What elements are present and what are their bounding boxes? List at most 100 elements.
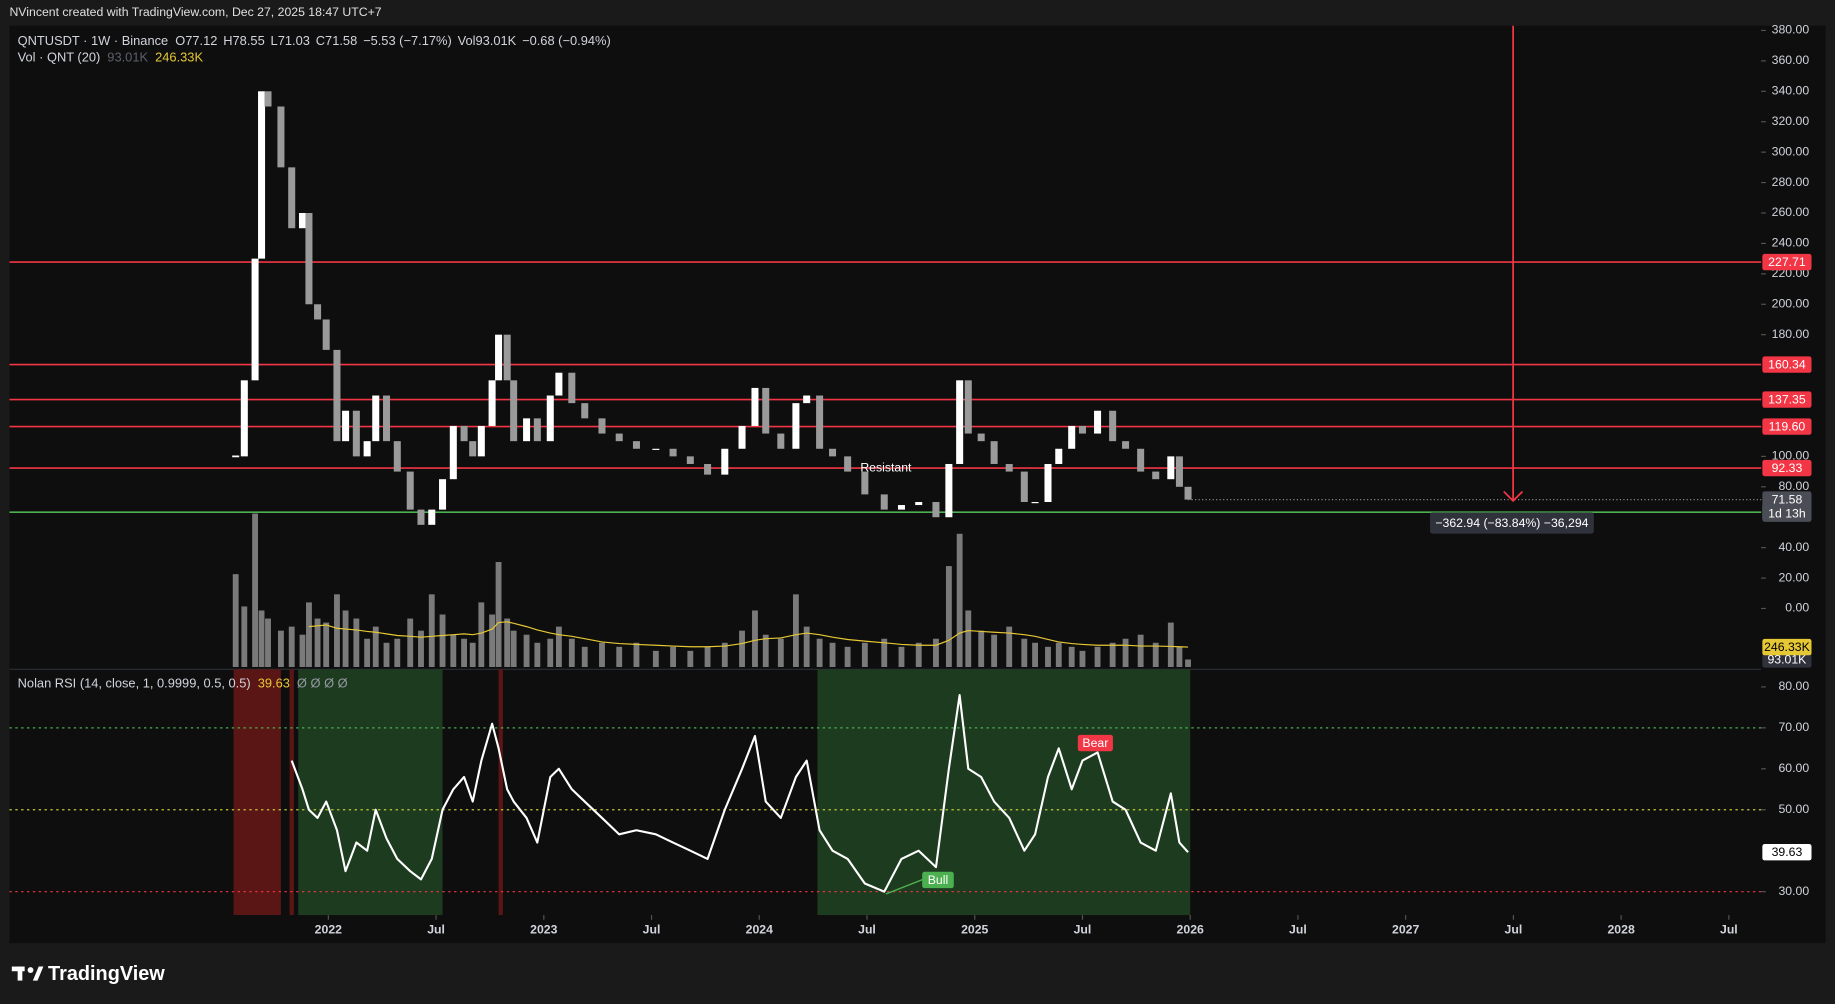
candle (555, 372, 563, 396)
candle (1068, 425, 1076, 449)
volume-bar (1152, 642, 1159, 667)
volume-bar (439, 614, 446, 667)
signal-zone (298, 669, 443, 916)
y-tick-label: 180.00 (1772, 327, 1810, 341)
volume-bar (323, 622, 330, 667)
volume-bar (633, 642, 640, 667)
volume-bar (1079, 650, 1086, 667)
volume-bar (407, 618, 414, 667)
legend-close: C71.58 (316, 34, 357, 49)
volume-bar (334, 594, 340, 667)
level-label-box (1762, 418, 1812, 435)
volume-bar (1167, 622, 1174, 667)
volume-bar (299, 634, 306, 667)
volume-bar (670, 646, 677, 667)
volume-bar (288, 626, 295, 667)
candle (406, 471, 414, 510)
volume-bar (534, 642, 541, 667)
last-price-box (1762, 491, 1812, 522)
candle (915, 502, 923, 506)
y-tick-label: 60.00 (1778, 761, 1809, 775)
signal-zone (233, 669, 281, 916)
candle (1137, 448, 1145, 472)
candle (546, 395, 554, 442)
candle (945, 463, 953, 518)
volume-bar (1032, 642, 1038, 667)
resistant-label: Resistant (860, 460, 912, 474)
candle (1184, 486, 1192, 500)
volume-last-label: 246.33K (1764, 640, 1811, 654)
candle (477, 425, 485, 457)
x-tick-label: Jul (1289, 923, 1307, 937)
level-label-box (1762, 459, 1812, 477)
volume-bar (816, 638, 823, 667)
volume-bar (599, 642, 605, 667)
candle (792, 403, 800, 449)
candle (240, 380, 248, 457)
volume-bar (418, 630, 424, 667)
y-tick-label: 260.00 (1772, 205, 1810, 219)
candle (1078, 425, 1086, 434)
candle (523, 418, 531, 442)
legend-low: L71.03 (271, 34, 310, 49)
candle (1094, 410, 1102, 434)
candle (251, 258, 259, 381)
legend-volume: Vol93.01K (458, 34, 517, 49)
candle (880, 494, 888, 510)
volume-bar (803, 626, 810, 667)
level-label: 227.71 (1768, 255, 1806, 269)
candle (460, 425, 468, 442)
level-label-box (1762, 356, 1812, 373)
volume-bar (252, 513, 259, 667)
volume-bar (314, 618, 321, 667)
volume-bar (495, 562, 502, 667)
y-tick-label: 30.00 (1778, 884, 1809, 898)
level-label-box (1762, 391, 1812, 408)
candle (738, 425, 746, 449)
measure-arrowhead (1503, 490, 1524, 503)
candle (829, 448, 837, 457)
candle (568, 372, 576, 404)
volume-bar (504, 618, 511, 667)
x-tick-label: Jul (427, 923, 445, 937)
volume-bar (372, 626, 379, 667)
candle (844, 456, 852, 472)
volume-last-label: 93.01K (1767, 652, 1807, 666)
candle (956, 380, 964, 464)
rsi-value: 39.63 (258, 676, 290, 691)
candle (762, 387, 770, 434)
level-label: 92.33 (1772, 461, 1803, 475)
volume-bar (523, 634, 530, 667)
volume-bar (232, 574, 239, 667)
y-tick-label: 20.00 (1778, 570, 1809, 584)
y-tick-label: 80.00 (1778, 479, 1809, 493)
volume-bar (991, 634, 998, 667)
y-tick-label: 70.00 (1778, 720, 1809, 734)
attribution: NVincent created with TradingView.com, D… (9, 5, 381, 19)
candle (964, 380, 972, 434)
volume-bar (915, 642, 922, 667)
volume-bar (829, 642, 836, 667)
rsi-title: Nolan RSI (14, close, 1, 0.9999, 0.5, 0.… (18, 676, 251, 691)
volume-bar (1137, 634, 1144, 667)
candle (803, 395, 811, 404)
volume-bar (777, 638, 784, 667)
y-tick-label: 300.00 (1772, 144, 1810, 158)
x-tick-label: 2023 (530, 923, 557, 937)
volume-bar (898, 646, 905, 667)
y-tick-label: 50.00 (1778, 802, 1809, 816)
candle (510, 380, 518, 442)
candle (305, 212, 313, 305)
candle (1109, 410, 1117, 442)
level-label: 137.35 (1768, 392, 1806, 406)
volume-bar (510, 630, 517, 667)
volume-bar (258, 610, 265, 667)
candle (686, 456, 694, 464)
candle (264, 91, 272, 107)
x-tick-label: 2022 (315, 923, 342, 937)
volume-bar (762, 634, 769, 667)
plot-layer: 380.00 360.00 340.00 320.00 300.00 280.00 260.… (9, 23, 1812, 937)
x-tick-label: Jul (858, 923, 876, 937)
volume-bar (568, 638, 575, 667)
price-legend: QNTUSDT · 1W · Binance O77.12 H78.55 L71.03… (18, 34, 611, 49)
